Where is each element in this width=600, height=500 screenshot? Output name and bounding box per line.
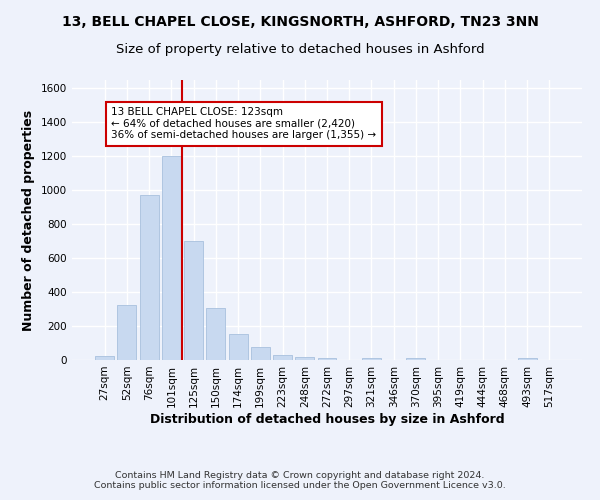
Bar: [273, 355, 292, 360]
Text: Size of property relative to detached houses in Ashford: Size of property relative to detached ho…: [116, 42, 484, 56]
Bar: [95, 356, 114, 360]
Bar: [118, 305, 136, 360]
X-axis label: Distribution of detached houses by size in Ashford: Distribution of detached houses by size …: [149, 412, 505, 426]
Bar: [406, 358, 425, 360]
Bar: [140, 196, 158, 360]
Bar: [295, 356, 314, 360]
Text: Contains HM Land Registry data © Crown copyright and database right 2024.
Contai: Contains HM Land Registry data © Crown c…: [94, 470, 506, 490]
Bar: [518, 358, 536, 360]
Text: 13, BELL CHAPEL CLOSE, KINGSNORTH, ASHFORD, TN23 3NN: 13, BELL CHAPEL CLOSE, KINGSNORTH, ASHFO…: [62, 15, 538, 29]
Bar: [184, 241, 203, 360]
Bar: [362, 358, 381, 360]
Text: 13 BELL CHAPEL CLOSE: 123sqm
← 64% of detached houses are smaller (2,420)
36% of: 13 BELL CHAPEL CLOSE: 123sqm ← 64% of de…: [112, 107, 376, 140]
Bar: [206, 308, 225, 360]
Y-axis label: Number of detached properties: Number of detached properties: [22, 110, 35, 330]
Bar: [162, 156, 181, 360]
Bar: [229, 334, 248, 360]
Bar: [317, 358, 337, 360]
Bar: [251, 348, 270, 360]
